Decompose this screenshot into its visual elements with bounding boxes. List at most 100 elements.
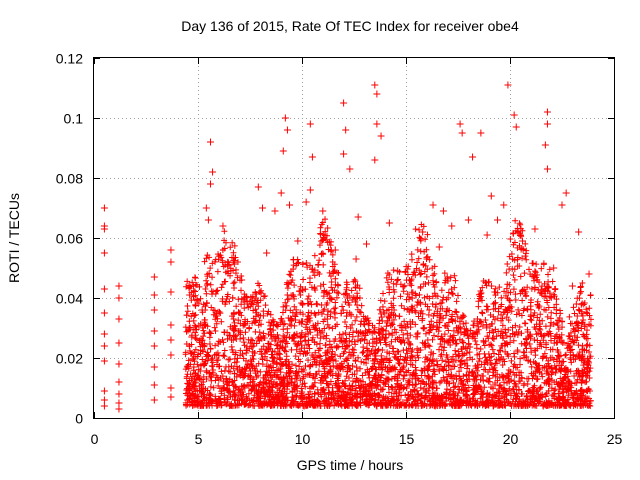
axis-ticks xyxy=(94,58,615,419)
data-density-cloud xyxy=(182,216,594,409)
data-point xyxy=(271,207,279,215)
data-point xyxy=(279,147,287,155)
data-point xyxy=(568,282,576,290)
data-point xyxy=(115,339,123,347)
y-tick-label: 0.1 xyxy=(64,111,84,127)
x-tick-label: 0 xyxy=(91,431,99,447)
data-point xyxy=(469,153,477,161)
data-point xyxy=(456,120,464,128)
data-point xyxy=(286,201,294,209)
data-point xyxy=(100,309,108,317)
data-point xyxy=(281,114,289,122)
data-point xyxy=(204,216,212,224)
data-point xyxy=(308,153,316,161)
data-point xyxy=(115,399,123,407)
data-point xyxy=(167,288,175,296)
data-point xyxy=(100,387,108,395)
data-point xyxy=(518,237,526,245)
y-tick-label: 0.02 xyxy=(56,351,83,367)
x-tick-label: 10 xyxy=(295,431,311,447)
data-point xyxy=(115,360,123,368)
data-point xyxy=(167,246,175,254)
x-tick-label: 20 xyxy=(503,431,519,447)
data-point xyxy=(302,198,310,206)
data-point xyxy=(477,129,485,137)
data-point xyxy=(150,291,158,299)
data-point xyxy=(190,363,198,371)
data-point xyxy=(221,399,229,407)
data-point xyxy=(340,99,348,107)
data-point xyxy=(186,291,194,299)
data-point xyxy=(115,294,123,302)
data-point xyxy=(150,342,158,350)
data-point xyxy=(150,396,158,404)
data-point xyxy=(352,255,360,263)
data-point xyxy=(248,297,256,305)
data-point xyxy=(377,132,385,140)
data-point xyxy=(100,249,108,257)
data-point xyxy=(431,402,439,410)
y-tick-label: 0.08 xyxy=(56,171,83,187)
data-point xyxy=(219,222,227,230)
data-point xyxy=(543,165,551,173)
data-markers xyxy=(100,81,593,413)
data-point xyxy=(558,201,566,209)
y-tick-label: 0.12 xyxy=(56,51,83,67)
data-point xyxy=(115,390,123,398)
data-point xyxy=(448,222,456,230)
data-point xyxy=(373,90,381,98)
data-point xyxy=(115,405,123,413)
data-point xyxy=(254,183,262,191)
y-tick-label: 0.06 xyxy=(56,231,83,247)
data-point xyxy=(317,282,325,290)
data-point xyxy=(283,126,291,134)
data-point xyxy=(575,228,583,236)
data-point xyxy=(504,81,512,89)
data-point xyxy=(263,249,271,257)
data-point xyxy=(550,264,558,272)
axis-tick-labels: 0 5 10 15 20 25 0 0.02 0.04 0.06 0.08 0.1 0.12 xyxy=(56,51,623,448)
data-point xyxy=(115,282,123,290)
data-point xyxy=(306,186,314,194)
data-point xyxy=(100,402,108,410)
y-tick-label: 0.04 xyxy=(56,291,83,307)
data-point xyxy=(581,321,589,329)
x-tick-label: 15 xyxy=(399,431,415,447)
data-point xyxy=(213,312,221,320)
data-point xyxy=(371,156,379,164)
x-tick-label: 5 xyxy=(195,431,203,447)
data-point xyxy=(531,225,539,233)
data-point xyxy=(167,351,175,359)
data-point xyxy=(354,213,362,221)
data-point xyxy=(483,231,491,239)
data-point xyxy=(464,216,472,224)
data-point xyxy=(277,189,285,197)
data-point xyxy=(100,285,108,293)
data-point xyxy=(562,189,570,197)
data-point xyxy=(510,111,518,119)
data-point xyxy=(331,246,339,254)
data-point xyxy=(100,204,108,212)
y-tick-label: 0 xyxy=(75,411,83,427)
data-point xyxy=(209,168,217,176)
data-point xyxy=(346,165,354,173)
data-point xyxy=(408,294,416,302)
data-point xyxy=(167,384,175,392)
data-point xyxy=(167,321,175,329)
data-point xyxy=(340,150,348,158)
data-point xyxy=(512,123,520,131)
data-point xyxy=(435,243,443,251)
data-point xyxy=(494,216,502,224)
data-point xyxy=(150,363,158,371)
data-point xyxy=(115,378,123,386)
data-point xyxy=(419,228,427,236)
data-point xyxy=(198,306,206,314)
data-point xyxy=(202,204,210,212)
data-point xyxy=(342,126,350,134)
data-point xyxy=(184,396,192,404)
data-point xyxy=(543,108,551,116)
data-point xyxy=(100,225,108,233)
data-point xyxy=(294,237,302,245)
data-point xyxy=(319,207,327,215)
